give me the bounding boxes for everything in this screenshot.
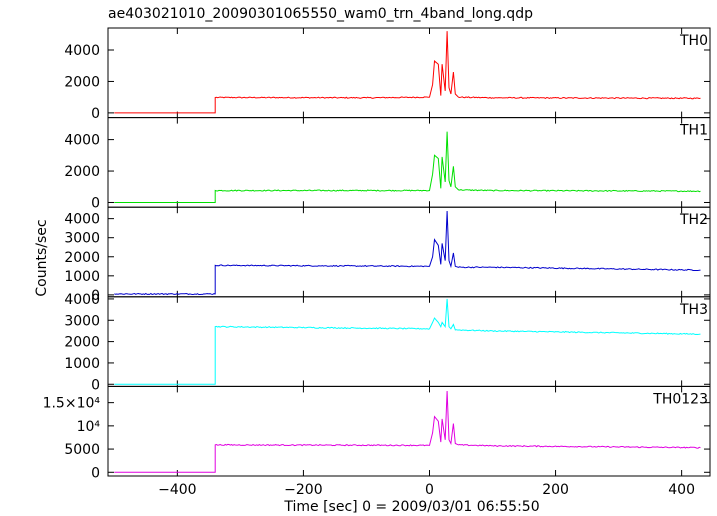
y-tick-label: 1000 [64, 269, 100, 285]
x-axis-title: Time [sec] 0 = 2009/03/01 06:55:50 [283, 499, 539, 515]
y-axis-title: Counts/sec [34, 219, 50, 296]
x-axis: −400 −200 0 200 400 [158, 482, 695, 498]
panels-group: 0 2000 4000 TH0 0 2000 4000 TH1 0 1000 2000 3000 400… [43, 27, 711, 481]
x-tick-label: −400 [158, 482, 196, 498]
panel-frame [107, 385, 711, 477]
x-tick-label: 400 [668, 482, 695, 498]
y-tick-label: 0 [91, 195, 100, 211]
y-tick-label: 4000 [64, 133, 100, 149]
y-tick-label: 2000 [64, 164, 100, 180]
panel-th0: 0 2000 4000 TH0 [64, 27, 711, 122]
y-tick-label: 10⁴ [77, 419, 101, 435]
y-tick-label: 0 [91, 106, 100, 122]
y-tick-label: 0 [91, 288, 100, 304]
panel-th3: 0 1000 2000 3000 4000 TH3 [64, 292, 711, 393]
panel-label: TH2 [679, 212, 708, 228]
panel-frame [107, 117, 711, 208]
y-tick-label: 2000 [64, 74, 100, 90]
y-tick-label: 2000 [64, 250, 100, 266]
y-tick-label: 4000 [64, 43, 100, 59]
x-tick-label: 200 [542, 482, 569, 498]
chart-title: ae403021010_20090301065550_wam0_trn_4ban… [108, 6, 533, 22]
panel-th0123: 0 5000 10⁴ 1.5×10⁴ TH0123 [43, 385, 711, 481]
series-line-th1 [114, 131, 701, 203]
panel-label: TH0123 [652, 391, 708, 407]
y-tick-label: 2000 [64, 335, 100, 351]
series-line-th0123 [114, 390, 701, 473]
x-tick-label: −200 [284, 482, 322, 498]
panel-frame [107, 206, 711, 298]
panel-th2: 0 1000 2000 3000 4000 TH2 [64, 206, 711, 304]
panel-frame [107, 296, 711, 387]
x-tick-label: 0 [425, 482, 434, 498]
panel-th1: 0 2000 4000 TH1 [64, 117, 711, 211]
panel-label: TH0 [679, 33, 708, 49]
y-tick-label: 3000 [64, 313, 100, 329]
series-line-th2 [114, 210, 701, 296]
y-tick-label: 1.5×10⁴ [43, 396, 101, 412]
y-tick-label: 3000 [64, 231, 100, 247]
panel-label: TH1 [679, 123, 708, 139]
y-tick-label: 4000 [64, 212, 100, 228]
series-line-th3 [114, 298, 701, 385]
series-line-th0 [114, 31, 701, 114]
y-tick-label: 4000 [64, 292, 100, 308]
y-tick-label: 5000 [64, 442, 100, 458]
y-tick-label: 0 [91, 465, 100, 481]
panel-label: TH3 [679, 302, 708, 318]
y-tick-label: 0 [91, 377, 100, 393]
y-tick-label: 1000 [64, 356, 100, 372]
panel-frame [107, 27, 711, 119]
